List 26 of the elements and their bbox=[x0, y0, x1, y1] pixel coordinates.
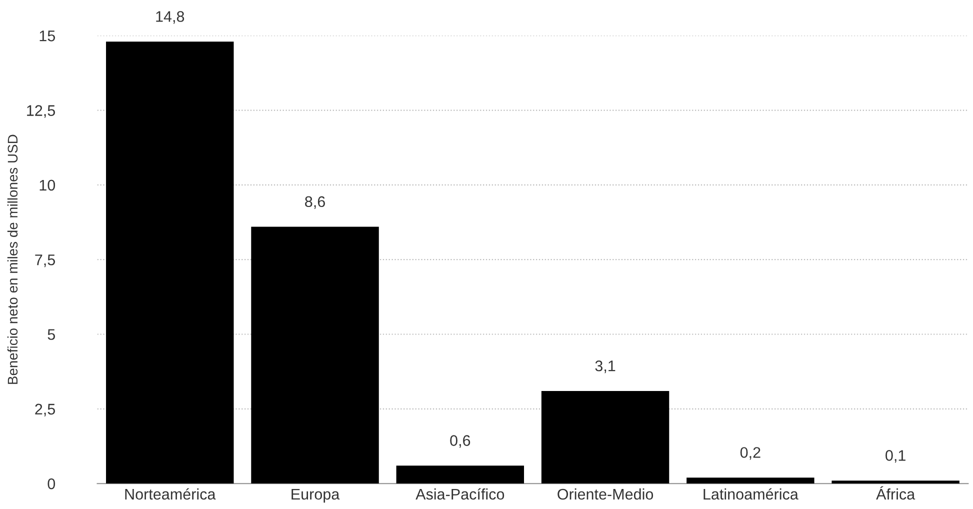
y-tick-label: 15 bbox=[40, 30, 55, 42]
data-label: 0,6 bbox=[450, 435, 470, 448]
y-tick-label: 2,5 bbox=[35, 404, 55, 416]
bar bbox=[832, 480, 960, 484]
y-tick-label: 0 bbox=[48, 478, 56, 490]
x-tick-label: Oriente-Medio bbox=[558, 488, 654, 500]
x-tick-label: África bbox=[876, 486, 916, 500]
bar bbox=[396, 466, 524, 484]
bar bbox=[251, 226, 379, 484]
data-label: 8,6 bbox=[305, 196, 325, 209]
bar bbox=[541, 390, 670, 484]
x-tick-label: Norteamérica bbox=[125, 488, 216, 500]
data-label: 3,1 bbox=[595, 360, 616, 374]
y-axis-title: Beneficio neto en miles de millones USD bbox=[7, 134, 18, 384]
y-tick-label: 5 bbox=[48, 329, 55, 340]
x-tick-label: Asia-Pacífico bbox=[416, 488, 504, 500]
x-tick-label: Latinoamérica bbox=[704, 488, 798, 500]
data-label: 0,1 bbox=[886, 450, 906, 463]
y-tick-label: 12,5 bbox=[27, 105, 55, 118]
data-label: 14,8 bbox=[156, 11, 184, 24]
bar bbox=[106, 42, 234, 484]
y-tick-label: 10 bbox=[40, 180, 56, 191]
y-tick-label: 7,5 bbox=[35, 254, 55, 268]
bar bbox=[686, 478, 814, 484]
data-label: 0,2 bbox=[740, 447, 760, 460]
x-tick-label: Europa bbox=[292, 488, 340, 503]
